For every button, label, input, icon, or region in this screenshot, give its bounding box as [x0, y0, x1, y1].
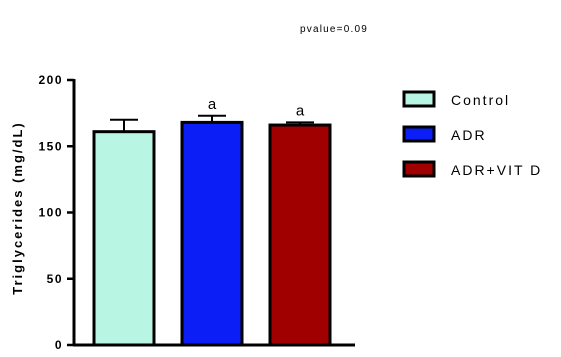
bar-adr-vit-d	[268, 123, 332, 347]
y-axis-title: Triglycerides (mg/dL)	[10, 121, 25, 294]
pvalue-annotation: pvalue=0.09	[300, 24, 368, 35]
significance-label-adr: a	[208, 96, 217, 113]
y-tick-label: 150	[38, 139, 63, 153]
y-tick-label: 0	[55, 338, 63, 352]
legend-swatch	[402, 125, 436, 143]
error-bars-layer	[110, 114, 314, 132]
legend-item-control: Control	[402, 90, 510, 108]
legend-label: Control	[451, 92, 510, 108]
y-tick-label: 200	[38, 73, 63, 87]
legend-label: ADR	[451, 127, 487, 143]
bar-control	[92, 130, 156, 347]
legend-item-adr: ADR	[402, 125, 487, 143]
legend-label: ADR+VIT D	[451, 162, 542, 178]
legend-swatch	[402, 160, 436, 178]
bars-layer	[92, 120, 332, 347]
error-bar-adr	[198, 114, 226, 123]
legend-item-adr-vit-d: ADR+VIT D	[402, 160, 542, 178]
error-bar-adr-vit-d	[286, 121, 314, 126]
y-tick-label: 50	[47, 272, 63, 286]
legend: Control ADR ADR+VIT D	[402, 90, 542, 178]
bar-adr	[180, 120, 244, 347]
y-axis: 0 50 100 150 200	[38, 73, 355, 352]
error-bar-control	[110, 118, 138, 132]
y-tick-label: 100	[38, 206, 63, 220]
significance-label-adr-vit-d: a	[296, 102, 305, 119]
legend-swatch	[402, 90, 436, 108]
